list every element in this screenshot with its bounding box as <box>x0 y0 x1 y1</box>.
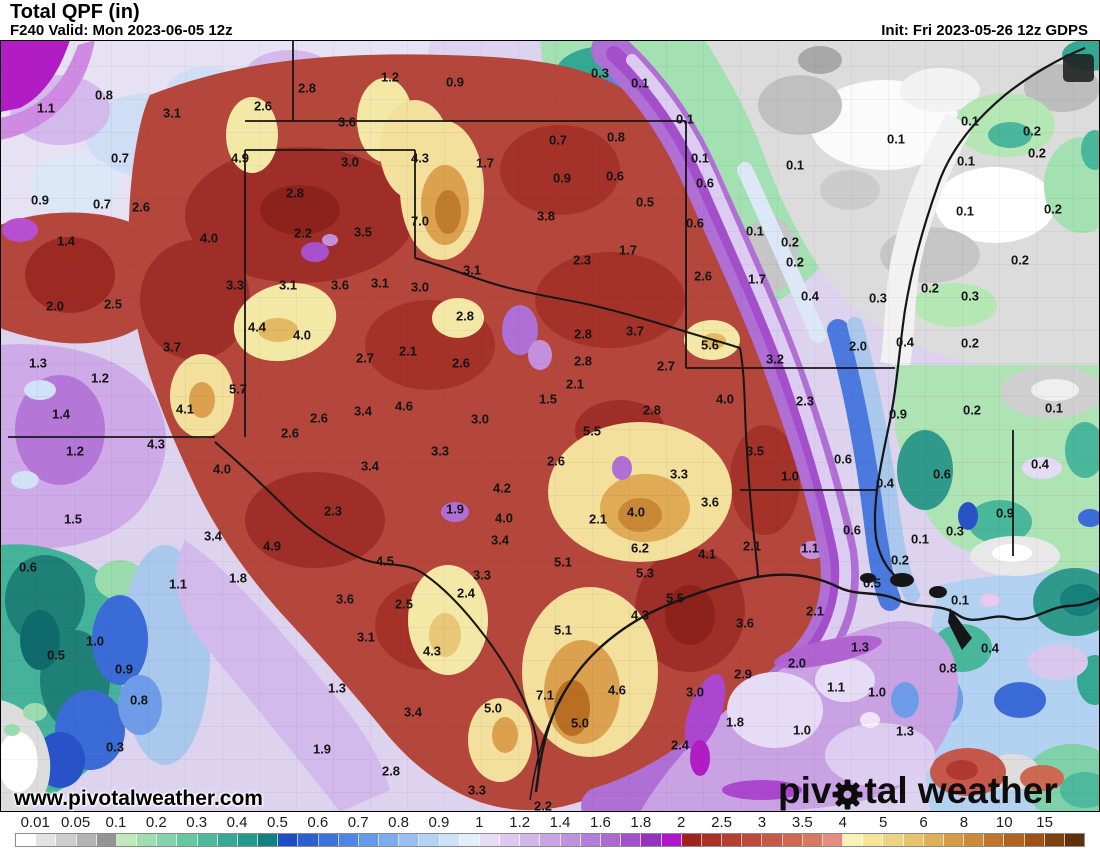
color-scale-tick: 3.5 <box>791 814 813 831</box>
coastal-lakes <box>860 573 972 650</box>
color-scale-cell <box>197 834 218 846</box>
color-scale-cell <box>439 834 460 846</box>
color-scale-ticks: 0.01 0.05 0.1 0.2 0.3 0.4 0.5 0.6 0.7 0.8 0.9 1 1.2 1… <box>15 814 1085 831</box>
color-scale-cell <box>278 834 299 846</box>
page-title: Total QPF (in) <box>10 1 140 23</box>
logo-text-suffix: tal weather <box>864 770 1058 811</box>
color-scale-tick: 10 <box>995 814 1013 831</box>
color-scale-cell <box>520 834 541 846</box>
color-scale-cell <box>56 834 77 846</box>
color-scale-cell <box>923 834 944 846</box>
init-time-label: Init: Fri 2023-05-26 12z GDPS <box>881 22 1088 39</box>
color-scale-cell <box>641 834 662 846</box>
color-scale-cell <box>379 834 400 846</box>
color-scale-cell <box>681 834 702 846</box>
color-scale-cell <box>338 834 359 846</box>
color-scale-cell <box>621 834 642 846</box>
color-scale-cell <box>358 834 380 846</box>
qpf-map <box>0 40 1100 812</box>
color-scale-cell <box>36 834 57 846</box>
color-scale-cell <box>762 834 783 846</box>
color-scale-tick: 0.4 <box>226 814 248 831</box>
color-scale-cell <box>258 834 279 846</box>
color-scale-cell <box>459 834 480 846</box>
color-scale-tick: 15 <box>1036 814 1053 831</box>
color-scale-tick: 0.5 <box>267 814 288 831</box>
color-scale-cell <box>984 834 1005 846</box>
color-scale-cell <box>863 834 884 846</box>
color-scale-cell <box>237 834 259 846</box>
color-scale-tick: 0.2 <box>145 814 167 831</box>
color-scale-cell <box>116 834 138 846</box>
color-scale-cell <box>177 834 198 846</box>
color-scale-cell <box>540 834 561 846</box>
color-scale-tick: 1 <box>475 814 484 831</box>
color-scale-tick: 8 <box>959 814 969 831</box>
color-scale-cell <box>500 834 521 846</box>
map-overlay-square <box>1063 54 1094 82</box>
color-scale-tick: 1.4 <box>549 814 571 831</box>
qpf-contour-map <box>0 40 1100 812</box>
color-scale: 0.01 0.05 0.1 0.2 0.3 0.4 0.5 0.6 0.7 0.8 0.9 1 1.2 1… <box>0 812 1100 850</box>
color-scale-tick: 1.2 <box>509 814 531 831</box>
color-scale-tick: 0.9 <box>428 814 450 831</box>
color-scale-cell <box>883 834 904 846</box>
color-scale-tick: 0.8 <box>388 814 410 831</box>
color-scale-tick: 6 <box>919 814 928 831</box>
color-scale-cell <box>16 834 37 846</box>
color-scale-cell <box>701 834 723 846</box>
color-scale-cell <box>399 834 420 846</box>
color-scale-tick: 5 <box>878 814 888 831</box>
color-scale-cell <box>1044 834 1065 846</box>
coastline <box>529 573 1100 801</box>
color-scale-cell <box>1064 834 1085 846</box>
color-scale-cell <box>722 834 743 846</box>
state-borders <box>8 40 1086 793</box>
color-scale-cell <box>217 834 238 846</box>
color-scale-cell <box>782 834 803 846</box>
color-scale-cell <box>318 834 339 846</box>
color-scale-cell <box>661 834 682 846</box>
color-scale-tick: 0.6 <box>307 814 329 831</box>
color-scale-cell <box>298 834 319 846</box>
color-scale-cell <box>903 834 924 846</box>
color-scale-bar <box>15 833 1085 847</box>
color-scale-tick: 0.05 <box>60 814 91 831</box>
color-scale-cell <box>600 834 622 846</box>
logo-text-prefix: piv <box>778 770 832 811</box>
color-scale-cell <box>943 834 965 846</box>
color-scale-tick: 0.3 <box>186 814 208 831</box>
color-scale-cell <box>1024 834 1045 846</box>
color-scale-cell <box>137 834 158 846</box>
color-scale-tick: 1.8 <box>630 814 652 831</box>
gear-icon <box>833 779 863 809</box>
color-scale-cell <box>419 834 440 846</box>
color-scale-cell <box>76 834 97 846</box>
color-scale-cell <box>1004 834 1025 846</box>
valid-time-label: F240 Valid: Mon 2023-06-05 12z <box>10 22 233 39</box>
color-scale-cell <box>802 834 823 846</box>
color-scale-tick: 4 <box>838 814 847 831</box>
watermark-url: www.pivotalweather.com <box>14 787 263 810</box>
header: Total QPF (in) F240 Valid: Mon 2023-06-0… <box>0 0 1100 40</box>
color-scale-tick: 0.01 <box>20 814 50 831</box>
color-scale-cell <box>96 834 117 846</box>
color-scale-tick: 3 <box>757 814 767 831</box>
color-scale-tick: 2 <box>677 814 686 831</box>
color-scale-cell <box>822 834 844 846</box>
color-scale-tick: 1.6 <box>590 814 611 831</box>
color-scale-cell <box>479 834 501 846</box>
color-scale-tick: 0.1 <box>105 814 127 831</box>
color-scale-cell <box>157 834 178 846</box>
pivotal-weather-logo: piv tal weather <box>778 770 1058 812</box>
color-scale-cell <box>964 834 985 846</box>
color-scale-cell <box>560 834 581 846</box>
color-scale-tick: 0.7 <box>347 814 369 831</box>
color-scale-tick: 2.5 <box>711 814 733 831</box>
color-scale-cell <box>843 834 864 846</box>
color-scale-cell <box>742 834 763 846</box>
color-scale-cell <box>580 834 601 846</box>
